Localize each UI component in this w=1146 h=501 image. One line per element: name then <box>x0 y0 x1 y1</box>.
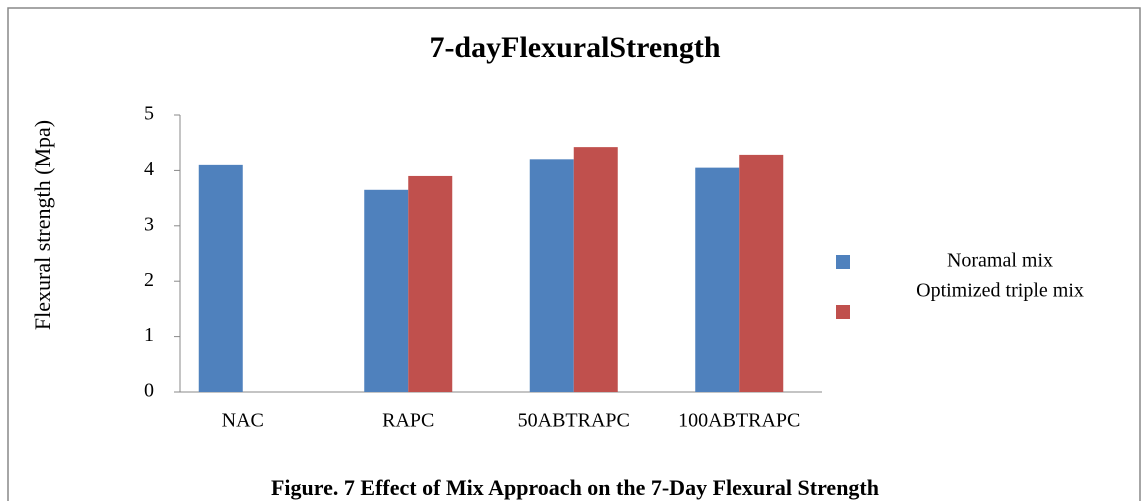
bar <box>695 167 740 392</box>
caption: Figure. 7 Effect of Mix Approach on the … <box>271 475 879 500</box>
legend-swatch <box>836 255 850 269</box>
y-tick-label: 1 <box>144 324 154 346</box>
y-tick-label: 4 <box>144 158 154 180</box>
y-tick-label: 0 <box>144 380 154 402</box>
y-tick-label: 3 <box>144 213 154 235</box>
y-tick-label: 2 <box>144 269 154 291</box>
x-tick-label: RAPC <box>382 410 434 432</box>
chart-title: 7-dayFlexuralStrength <box>429 31 720 64</box>
x-tick-label: NAC <box>222 410 264 432</box>
legend-swatch <box>836 305 850 319</box>
x-tick-label: 50ABTRAPC <box>518 410 630 432</box>
bar <box>198 164 243 392</box>
bar <box>739 154 784 392</box>
legend-label: Noramal mix <box>947 250 1053 272</box>
bar <box>529 159 574 392</box>
y-axis-label: Flexural strength (Mpa) <box>30 120 55 330</box>
y-tick-label: 5 <box>144 103 154 125</box>
bar <box>408 175 453 392</box>
bar <box>573 147 618 392</box>
bar <box>364 189 409 392</box>
legend-label: Optimized triple mix <box>916 280 1084 302</box>
x-tick-label: 100ABTRAPC <box>678 410 800 432</box>
